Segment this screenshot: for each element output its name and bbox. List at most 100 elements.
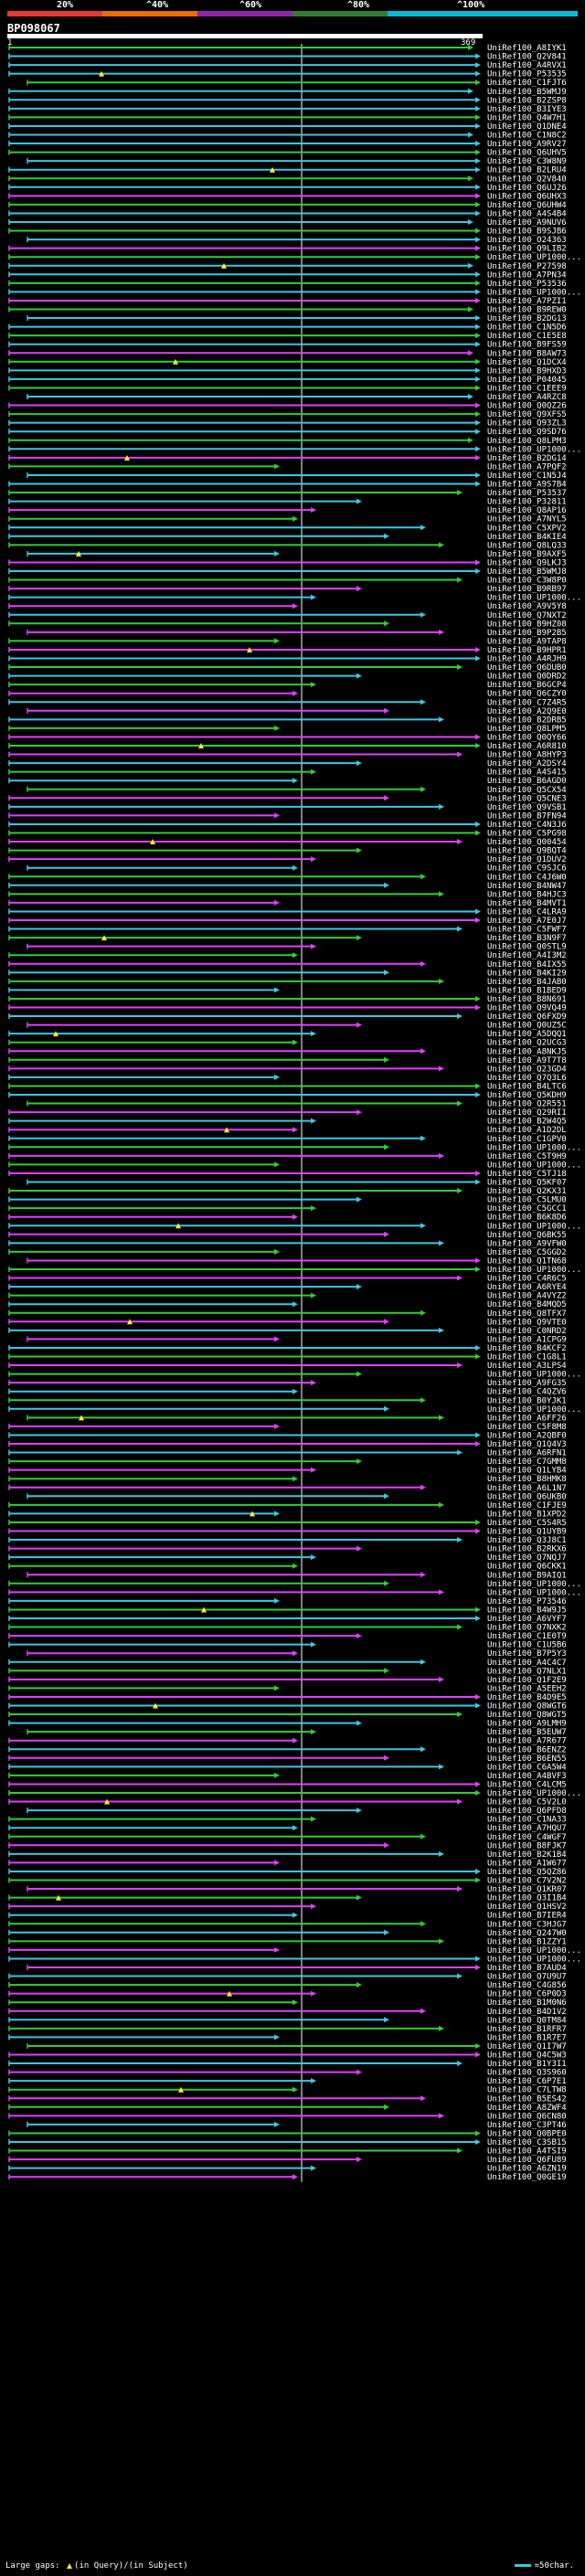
hit-label[interactable]: UniRef100_Q6UJ26 — [487, 184, 567, 193]
hit-label[interactable]: UniRef100_A7PQF2 — [487, 462, 567, 472]
hit-label[interactable]: UniRef100_B6ENZ2 — [487, 1745, 567, 1754]
hit-label[interactable]: UniRef100_Q2V840 — [487, 175, 567, 184]
hit-label[interactable]: UniRef100_A9NUV6 — [487, 218, 567, 228]
hit-label[interactable]: UniRef100_C1E5E8 — [487, 332, 567, 341]
hit-label[interactable]: UniRef100_Q2V841 — [487, 53, 567, 62]
hit-label[interactable]: UniRef100_C1GPV0 — [487, 1135, 567, 1144]
hit-label[interactable]: UniRef100_B7AUD4 — [487, 1964, 567, 1973]
hit-label[interactable]: UniRef100_C4WGF7 — [487, 1833, 567, 1842]
hit-label[interactable]: UniRef100_A8HYP3 — [487, 751, 567, 760]
hit-label[interactable]: UniRef100_C9SJC6 — [487, 864, 567, 874]
hit-label[interactable]: UniRef100_Q6UHX3 — [487, 192, 567, 201]
hit-label[interactable]: UniRef100_Q9VTE0 — [487, 1318, 567, 1327]
hit-label[interactable]: UniRef100_B4IX55 — [487, 960, 567, 970]
hit-label[interactable]: UniRef100_Q23GD4 — [487, 1065, 567, 1074]
hit-label[interactable]: UniRef100_Q1TN68 — [487, 1256, 567, 1266]
hit-label[interactable]: UniRef100_A2Q9E0 — [487, 707, 567, 716]
hit-label[interactable]: UniRef100_UP1000... — [487, 1405, 581, 1415]
hit-label[interactable]: UniRef100_B8HMK8 — [487, 1475, 567, 1484]
hit-label[interactable]: UniRef100_C1G8L1 — [487, 1353, 567, 1362]
hit-label[interactable]: UniRef100_P53535 — [487, 70, 567, 80]
hit-label[interactable]: UniRef100_A8ZWF4 — [487, 2104, 567, 2113]
hit-label[interactable]: UniRef100_A7NYL5 — [487, 515, 567, 525]
hit-label[interactable]: UniRef100_C0NRD2 — [487, 1327, 567, 1336]
hit-label[interactable]: UniRef100_C4LRA9 — [487, 907, 567, 917]
hit-label[interactable]: UniRef100_B7FN94 — [487, 811, 567, 821]
hit-label[interactable]: UniRef100_C5V2L0 — [487, 1798, 567, 1807]
hit-label[interactable]: UniRef100_Q3J8C1 — [487, 1536, 567, 1545]
hit-label[interactable]: UniRef100_C3HJG7 — [487, 1920, 567, 1929]
hit-label[interactable]: UniRef100_C4N3J6 — [487, 821, 567, 830]
hit-label[interactable]: UniRef100_Q1DUV2 — [487, 855, 567, 864]
hit-label[interactable]: UniRef100_A9VFW0 — [487, 1239, 567, 1248]
hit-label[interactable]: UniRef100_B1BED9 — [487, 986, 567, 995]
hit-label[interactable]: UniRef100_Q0TM84 — [487, 2016, 567, 2025]
hit-label[interactable]: UniRef100_B4D9E5 — [487, 1693, 567, 1702]
hit-label[interactable]: UniRef100_B8AW73 — [487, 349, 567, 358]
hit-label[interactable]: UniRef100_UP1000... — [487, 1266, 581, 1275]
hit-label[interactable]: UniRef100_A2QBF0 — [487, 1431, 567, 1440]
hit-label[interactable]: UniRef100_C6P0D3 — [487, 1990, 567, 1999]
hit-label[interactable]: UniRef100_Q6UHW4 — [487, 201, 567, 210]
hit-label[interactable]: UniRef100_UP1000... — [487, 1222, 581, 1231]
hit-label[interactable]: UniRef100_B4NW47 — [487, 882, 567, 891]
hit-label[interactable]: UniRef100_B9P2B5 — [487, 629, 567, 638]
hit-label[interactable]: UniRef100_Q0QY66 — [487, 733, 567, 742]
hit-label[interactable]: UniRef100_C4QZV6 — [487, 1388, 567, 1397]
hit-label[interactable]: UniRef100_A6L1N7 — [487, 1484, 567, 1493]
hit-label[interactable]: UniRef100_Q2R551 — [487, 1100, 567, 1109]
hit-label[interactable]: UniRef100_Q9VSB1 — [487, 803, 567, 812]
hit-label[interactable]: UniRef100_B5EUW7 — [487, 1728, 567, 1737]
hit-label[interactable]: UniRef100_A9TAP8 — [487, 637, 567, 646]
hit-label[interactable]: UniRef100_B9REW0 — [487, 306, 567, 315]
hit-label[interactable]: UniRef100_B1ZZY1 — [487, 1937, 567, 1946]
hit-label[interactable]: UniRef100_A6R810 — [487, 742, 567, 751]
hit-label[interactable]: UniRef100_Q2KX31 — [487, 1187, 567, 1196]
hit-label[interactable]: UniRef100_Q6CKK1 — [487, 1563, 567, 1572]
hit-label[interactable]: UniRef100_Q6UKB0 — [487, 1492, 567, 1501]
hit-label[interactable]: UniRef100_C3W8N9 — [487, 157, 567, 166]
hit-label[interactable]: UniRef100_B6GCP4 — [487, 681, 567, 690]
hit-label[interactable]: UniRef100_B1M0N6 — [487, 1998, 567, 2008]
hit-label[interactable]: UniRef100_C5S4R5 — [487, 1519, 567, 1528]
hit-label[interactable]: UniRef100_A4I3M2 — [487, 951, 567, 960]
hit-label[interactable]: UniRef100_A7PN34 — [487, 270, 567, 280]
hit-label[interactable]: UniRef100_Q0STL9 — [487, 943, 567, 952]
hit-label[interactable]: UniRef100_B7IER4 — [487, 1912, 567, 1921]
hit-label[interactable]: UniRef100_Q6DUB0 — [487, 663, 567, 673]
hit-label[interactable]: UniRef100_C5F8M8 — [487, 1423, 567, 1432]
hit-label[interactable]: UniRef100_A4VYZ2 — [487, 1292, 567, 1301]
hit-label[interactable]: UniRef100_UP1000... — [487, 1371, 581, 1380]
hit-label[interactable]: UniRef100_A9FG35 — [487, 1379, 567, 1388]
hit-label[interactable]: UniRef100_C1N8C2 — [487, 132, 567, 141]
hit-label[interactable]: UniRef100_Q1LYB4 — [487, 1467, 567, 1476]
hit-label[interactable]: UniRef100_B9AXF5 — [487, 550, 567, 559]
hit-label[interactable]: UniRef100_Q9BQT4 — [487, 847, 567, 856]
hit-label[interactable]: UniRef100_A6RYE4 — [487, 1283, 567, 1292]
hit-label[interactable]: UniRef100_Q0DRD2 — [487, 673, 567, 682]
hit-label[interactable]: UniRef100_C5FWF7 — [487, 926, 567, 935]
hit-label[interactable]: UniRef100_B9HZ08 — [487, 620, 567, 629]
hit-label[interactable]: UniRef100_A4RJH9 — [487, 655, 567, 664]
hit-label[interactable]: UniRef100_A4S415 — [487, 769, 567, 778]
hit-label[interactable]: UniRef100_A6RFN1 — [487, 1449, 567, 1458]
hit-label[interactable]: UniRef100_P53536 — [487, 280, 567, 289]
hit-label[interactable]: UniRef100_Q5KDH9 — [487, 1091, 567, 1100]
hit-label[interactable]: UniRef100_A1D2DL — [487, 1126, 567, 1135]
hit-label[interactable]: UniRef100_UP1000... — [487, 253, 581, 262]
hit-label[interactable]: UniRef100_Q5QZ86 — [487, 1868, 567, 1877]
hit-label[interactable]: UniRef100_O24363 — [487, 236, 567, 245]
hit-label[interactable]: UniRef100_C7LTW8 — [487, 2086, 567, 2095]
hit-label[interactable]: UniRef100_C3W8P0 — [487, 577, 567, 586]
hit-label[interactable]: UniRef100_C7V2N2 — [487, 1877, 567, 1886]
hit-label[interactable]: UniRef100_UP1000... — [487, 1580, 581, 1589]
hit-label[interactable]: UniRef100_A4RZC8 — [487, 393, 567, 402]
hit-label[interactable]: UniRef100_B6K8D6 — [487, 1214, 567, 1223]
hit-label[interactable]: UniRef100_Q6CN80 — [487, 2112, 567, 2121]
hit-label[interactable]: UniRef100_B3N9F7 — [487, 934, 567, 943]
hit-label[interactable]: UniRef100_Q247W0 — [487, 1929, 567, 1938]
hit-label[interactable]: UniRef100_Q6FU89 — [487, 2156, 567, 2165]
hit-label[interactable]: UniRef100_UP1000... — [487, 1955, 581, 1964]
hit-label[interactable]: UniRef100_B4KIE4 — [487, 533, 567, 542]
hit-label[interactable]: UniRef100_A9T7T8 — [487, 1056, 567, 1065]
